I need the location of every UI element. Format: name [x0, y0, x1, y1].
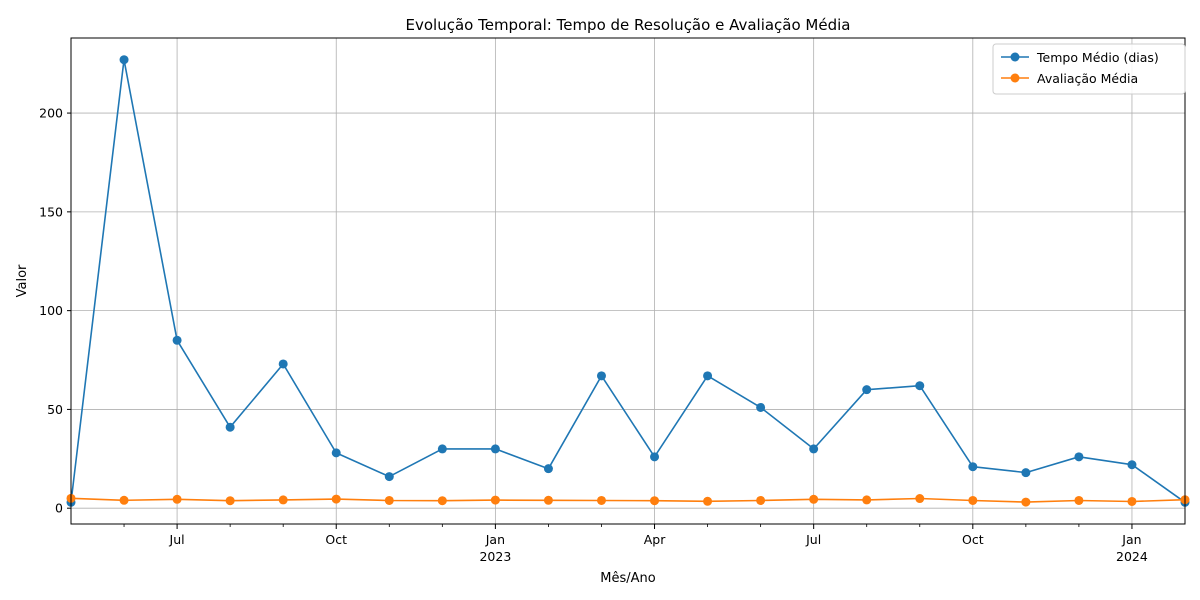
data-point-tempo — [1127, 460, 1137, 470]
data-point-avaliacao — [650, 496, 660, 506]
x-tick-label: Jan — [1121, 532, 1141, 547]
plot-frame — [70, 37, 1186, 525]
series-layer — [66, 55, 1190, 507]
legend-frame — [992, 43, 1186, 95]
data-point-avaliacao — [172, 494, 182, 504]
data-point-avaliacao — [278, 495, 288, 505]
data-point-avaliacao — [862, 495, 872, 505]
data-point-tempo — [225, 422, 235, 432]
data-point-tempo — [703, 371, 713, 381]
series-line-tempo — [70, 58, 1186, 503]
data-point-tempo — [756, 402, 766, 412]
data-point-tempo — [1074, 452, 1084, 462]
data-point-avaliacao — [1074, 495, 1084, 505]
data-point-tempo — [437, 444, 447, 454]
data-point-avaliacao — [596, 495, 606, 505]
data-point-tempo — [650, 452, 660, 462]
x-axis-label: Mês/Ano — [600, 571, 655, 586]
legend: Tempo Médio (dias) Avaliação Média — [992, 43, 1186, 95]
data-point-avaliacao — [225, 496, 235, 506]
data-point-tempo — [596, 371, 606, 381]
legend-marker-tempo — [1010, 52, 1020, 62]
x-tick-label: Jan — [485, 532, 505, 547]
x-tick-label: Oct — [962, 532, 984, 547]
y-tick-label: 150 — [39, 204, 63, 219]
data-point-avaliacao — [968, 495, 978, 505]
y-tick-label: 50 — [47, 402, 63, 417]
data-point-tempo — [862, 385, 872, 395]
x-tick-year-label: 2024 — [1116, 549, 1148, 564]
data-point-avaliacao — [437, 496, 447, 506]
y-tick-label: 100 — [39, 303, 63, 318]
data-point-avaliacao — [543, 495, 553, 505]
data-point-tempo — [543, 464, 553, 474]
legend-label-tempo: Tempo Médio (dias) — [1036, 50, 1159, 65]
data-point-tempo — [278, 359, 288, 369]
data-point-tempo — [968, 462, 978, 472]
data-point-avaliacao — [1127, 496, 1137, 506]
x-tick-label: Apr — [644, 532, 666, 547]
grid-layer — [71, 38, 1185, 524]
data-point-avaliacao — [915, 494, 925, 504]
x-tick-label: Jul — [805, 532, 821, 547]
data-point-avaliacao — [331, 494, 341, 504]
legend-label-avaliacao: Avaliação Média — [1037, 71, 1138, 86]
data-point-avaliacao — [384, 495, 394, 505]
series-line-avaliacao — [70, 497, 1186, 503]
x-tick-label: Oct — [325, 532, 347, 547]
data-point-tempo — [1021, 468, 1031, 478]
data-point-tempo — [384, 472, 394, 482]
data-point-tempo — [490, 444, 500, 454]
data-point-avaliacao — [1021, 497, 1031, 507]
tick-layer: 0 50 100 150 200 Jul Oct Jan 2023 Apr Jul Oct Jan 202… — [39, 106, 1148, 564]
y-axis-label: Valor — [15, 264, 30, 297]
data-point-tempo — [331, 448, 341, 458]
data-point-avaliacao — [756, 495, 766, 505]
y-tick-label: 0 — [55, 501, 63, 516]
legend-marker-avaliacao — [1010, 73, 1020, 83]
data-point-tempo — [915, 381, 925, 391]
data-point-avaliacao — [703, 496, 713, 506]
y-tick-label: 200 — [39, 106, 63, 121]
data-point-tempo — [172, 335, 182, 345]
data-point-avaliacao — [119, 495, 129, 505]
data-point-tempo — [809, 444, 819, 454]
x-tick-year-label: 2023 — [479, 549, 511, 564]
data-point-avaliacao — [809, 494, 819, 504]
data-point-avaliacao — [490, 495, 500, 505]
chart-title: Evolução Temporal: Tempo de Resolução e … — [406, 16, 851, 34]
data-point-tempo — [119, 55, 129, 65]
x-tick-label: Jul — [169, 532, 185, 547]
